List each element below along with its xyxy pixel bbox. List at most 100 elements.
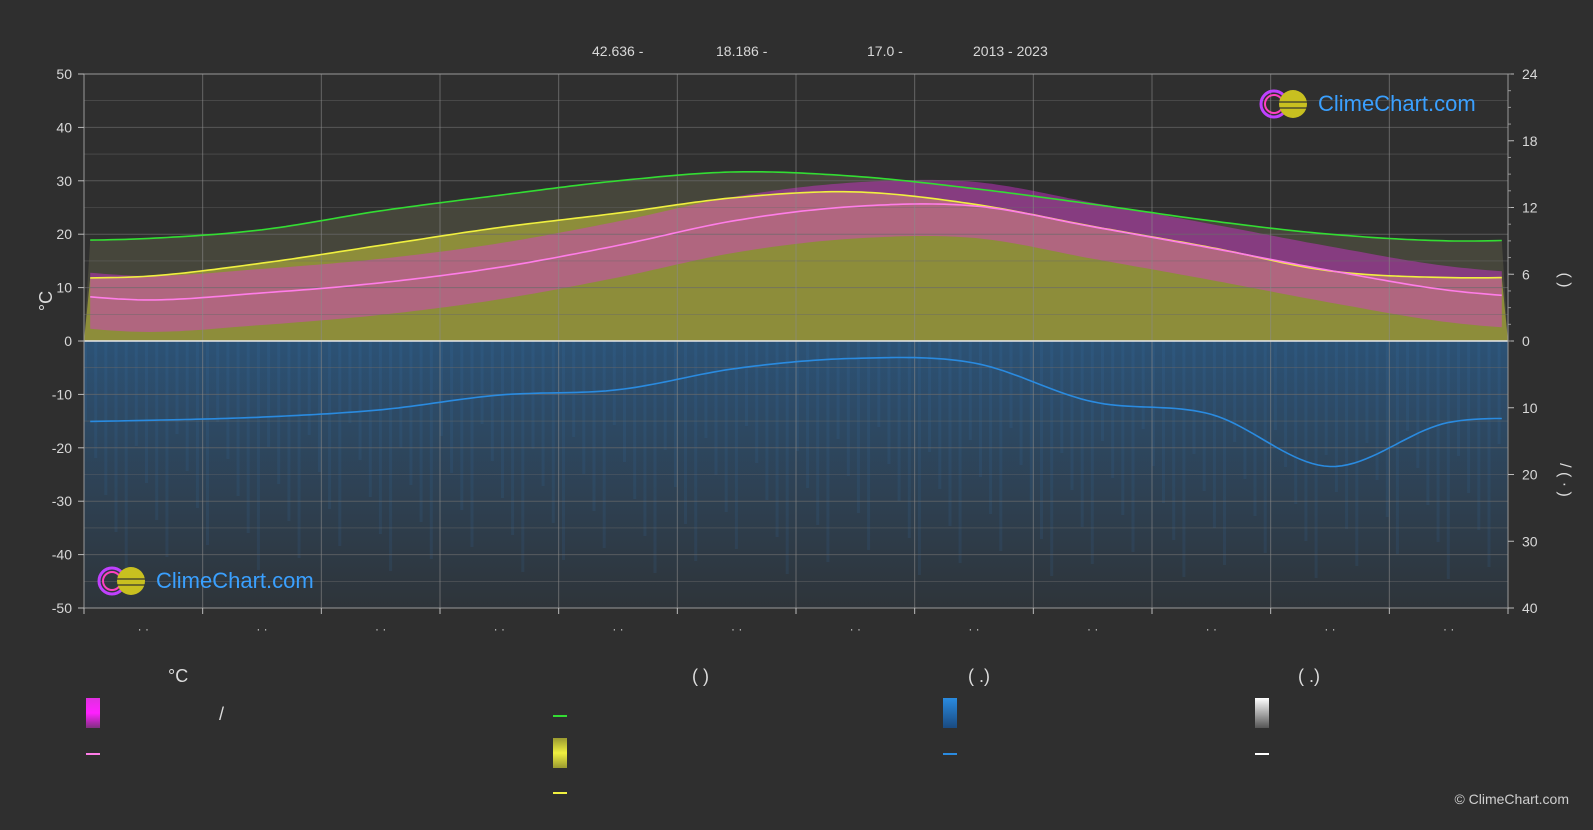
precipitation-streak [999, 341, 1003, 551]
x-tick-label: · · [1443, 622, 1454, 636]
precipitation-streak [592, 341, 596, 511]
precipitation-streak [541, 341, 545, 486]
precipitation-streak [643, 341, 647, 536]
legend-snow-swatch [1255, 698, 1269, 728]
x-tick-label: · · [731, 622, 742, 636]
precipitation-streak [1416, 341, 1420, 468]
precipitation-streak [348, 341, 352, 423]
precipitation-streak [419, 341, 423, 522]
precipitation-streak [226, 341, 230, 459]
precipitation-streak [867, 341, 871, 550]
latitude-label: 42.636 - [592, 43, 644, 59]
precipitation-streak [1406, 341, 1410, 431]
precipitation-streak [124, 341, 128, 569]
precipitation-streak [84, 341, 87, 421]
precipitation-streak [633, 341, 637, 499]
precipitation-streak [714, 341, 718, 475]
precipitation-streak [297, 341, 301, 558]
precipitation-streak [907, 341, 911, 538]
right-bottom-tick-label: 30 [1522, 533, 1538, 549]
precipitation-streak [1080, 341, 1084, 527]
precipitation-streak [307, 341, 311, 435]
precipitation-streak [1121, 341, 1125, 515]
precipitation-streak [979, 341, 982, 477]
right-bottom-tick-label: 20 [1522, 467, 1538, 483]
precipitation-streak [470, 341, 474, 547]
left-tick-label: 30 [56, 173, 72, 189]
elevation-label: 17.0 - [867, 43, 903, 59]
precipitation-streak [1233, 341, 1237, 442]
x-tick-label: · · [1087, 622, 1098, 636]
precipitation-streak [409, 341, 413, 485]
x-tick-label: · · [138, 622, 149, 636]
legend-snow-header: ( .) [1298, 666, 1320, 686]
left-tick-label: -40 [52, 547, 72, 563]
precipitation-streak [358, 341, 362, 460]
right-top-tick-label: 12 [1522, 200, 1538, 216]
precipitation-streak [155, 341, 159, 520]
precipitation-streak [1436, 341, 1440, 542]
precipitation-streak [1446, 341, 1450, 579]
precipitation-streak [206, 341, 209, 545]
precipitation-streak [317, 341, 321, 472]
precipitation-streak [724, 341, 728, 512]
precipitation-streak [521, 341, 525, 572]
precipitation-streak [287, 341, 291, 521]
precipitation-streak [1385, 341, 1389, 517]
precipitation-streak [389, 341, 393, 571]
left-tick-label: -20 [52, 440, 72, 456]
grid [83, 73, 1509, 609]
precipitation-streak [277, 341, 281, 484]
precipitation-streak [1304, 341, 1308, 541]
copyright: © ClimeChart.com [1454, 791, 1569, 807]
precipitation-streak [1070, 341, 1074, 490]
left-tick-label: 0 [64, 333, 72, 349]
precipitation-streak [887, 341, 891, 464]
logo-icon [97, 566, 145, 596]
precipitation-streak [846, 341, 850, 476]
legend-temperature-header: °C [168, 666, 189, 686]
precipitation-streak [806, 341, 810, 488]
precipitation-streak [511, 341, 515, 535]
precipitation-streak [1090, 341, 1094, 564]
x-tick-label: · · [494, 622, 505, 636]
precipitation-streak [1131, 341, 1135, 552]
left-tick-label: 20 [56, 226, 72, 242]
precipitation-streak [623, 341, 626, 462]
left-tick-label: -50 [52, 600, 72, 616]
temperature-line [90, 203, 1502, 301]
precipitation-streak [836, 341, 840, 439]
precipitation-streak [1243, 341, 1247, 479]
precipitation-streak [175, 341, 179, 434]
legend-sun-header: ( ) [692, 666, 709, 686]
precipitation-streak [968, 341, 972, 440]
precipitation-streak [1212, 341, 1216, 528]
legend-rain-mean-swatch [943, 753, 957, 755]
left-axis-unit: °C [36, 291, 56, 311]
precipitation-streak [134, 341, 138, 446]
x-tick-label: · · [1206, 622, 1217, 636]
right-top-tick-label: 0 [1522, 333, 1530, 349]
precipitation-streak [185, 341, 189, 471]
longitude-label: 18.186 - [716, 43, 768, 59]
legend-sunshine-swatch [553, 738, 567, 768]
precipitation-streak [684, 341, 687, 524]
x-tick-label: · · [375, 622, 386, 636]
precipitation-streak [1487, 341, 1491, 567]
logo-icon [1259, 89, 1307, 119]
precipitation-streak [1294, 341, 1298, 504]
precipitation-streak [1365, 341, 1369, 443]
temperature-range-band [90, 179, 1502, 332]
precipitation-streak [1334, 341, 1338, 492]
right-top-axis-label: ( ) [1556, 272, 1573, 287]
logo-text: ClimeChart.com [156, 568, 314, 593]
precipitation-streak [755, 341, 759, 463]
precipitation-streak [551, 341, 555, 523]
precipitation-streak [1467, 341, 1471, 493]
right-top-tick-label: 18 [1522, 133, 1538, 149]
precipitation-streak [1497, 341, 1501, 444]
logo-top: ClimeChart.com [1258, 88, 1476, 120]
precipitation-streak [1477, 341, 1481, 530]
precipitation-streak [1101, 341, 1104, 441]
